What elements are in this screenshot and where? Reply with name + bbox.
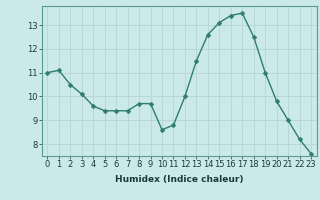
X-axis label: Humidex (Indice chaleur): Humidex (Indice chaleur) bbox=[115, 175, 244, 184]
